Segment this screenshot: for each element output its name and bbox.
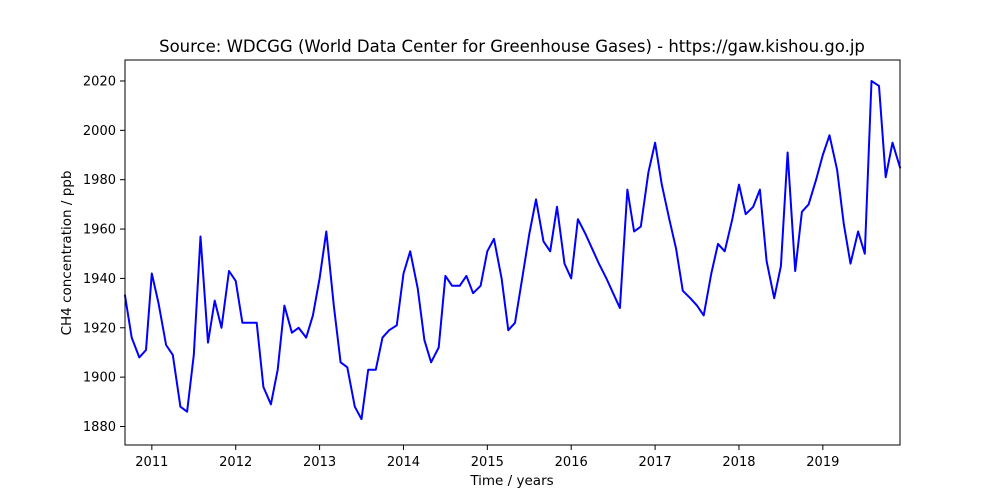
- x-tick-label: 2016: [555, 455, 588, 470]
- x-axis: 2011 2012 2013 2014 2015 2016 2017 2018 2019: [135, 445, 839, 470]
- x-tick-label: 2011: [135, 455, 168, 470]
- y-tick-label: 1880: [83, 420, 116, 435]
- plot-frame: [124, 59, 901, 446]
- x-tick-label: 2014: [387, 455, 420, 470]
- y-tick-label: 1980: [83, 173, 116, 188]
- x-axis-label: Time / years: [469, 473, 553, 489]
- y-tick-label: 2000: [83, 124, 116, 139]
- y-tick-label: 1920: [83, 321, 116, 336]
- y-axis-label: CH4 concentration / ppb: [59, 171, 75, 336]
- y-tick-label: 1900: [83, 371, 116, 386]
- y-tick-label: 1940: [83, 272, 116, 287]
- x-tick-label: 2015: [471, 455, 504, 470]
- x-tick-label: 2019: [806, 455, 839, 470]
- y-tick-label: 2020: [83, 74, 116, 89]
- x-tick-label: 2018: [722, 455, 755, 470]
- chart-title: Source: WDCGG (World Data Center for Gre…: [159, 37, 865, 56]
- x-tick-label: 2017: [639, 455, 672, 470]
- ch4-series-line: [123, 80, 902, 421]
- x-tick-label: 2013: [303, 455, 336, 470]
- plot-area: [123, 59, 902, 446]
- x-tick-label: 2012: [219, 455, 252, 470]
- y-axis: 1880 1900 1920 1940 1960 1980 2000 2020: [83, 74, 125, 435]
- y-tick-label: 1960: [83, 223, 116, 238]
